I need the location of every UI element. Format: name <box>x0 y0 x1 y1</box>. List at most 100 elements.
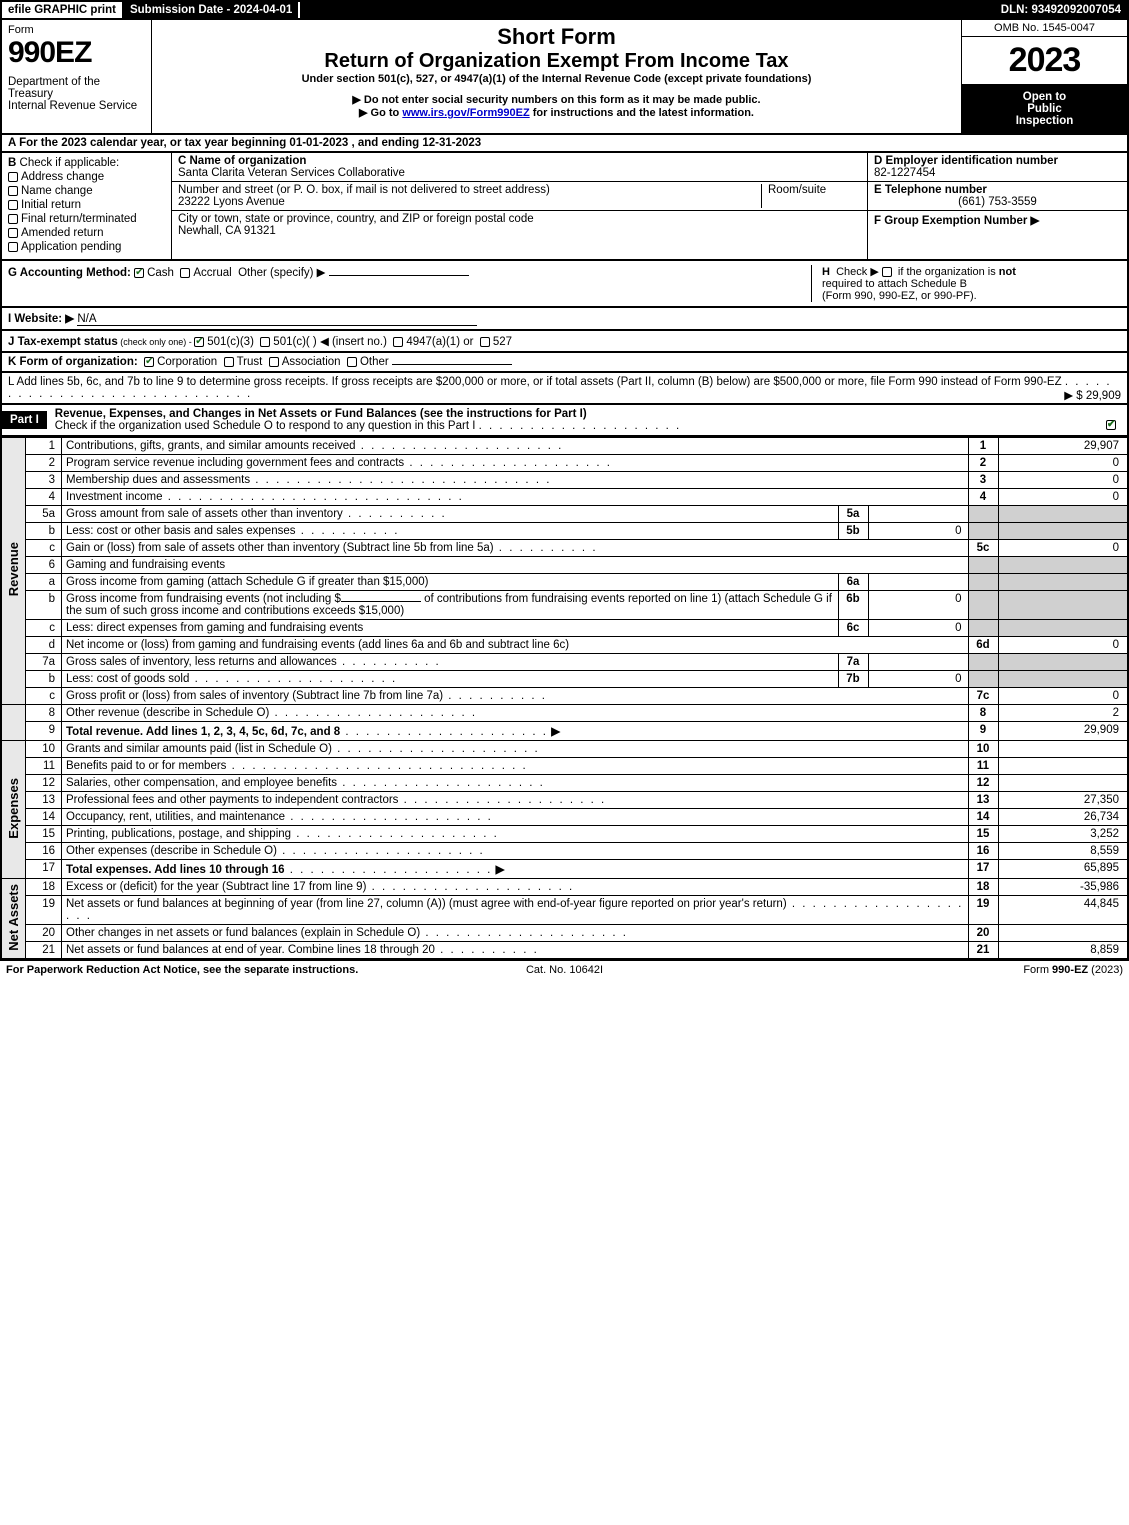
ln-2: 2 <box>968 455 998 472</box>
ln-10: 10 <box>968 741 998 758</box>
chk-527[interactable] <box>480 337 490 347</box>
line-g-h: G Accounting Method: Cash Accrual Other … <box>0 261 1129 308</box>
row-17: 17 Total expenses. Add lines 10 through 1… <box>1 860 1128 879</box>
ln-17: 17 <box>968 860 998 879</box>
box-c: C Name of organization Santa Clarita Vet… <box>172 153 867 259</box>
j-sub: (check only one) - <box>118 337 195 347</box>
row-5a: 5aGross amount from sale of assets other… <box>1 506 1128 523</box>
street-value: 23222 Lyons Avenue <box>178 196 761 208</box>
lbl-initial: Initial return <box>21 199 81 211</box>
chk-final[interactable] <box>8 214 18 224</box>
t-6b1: Gross income from fundraising events (no… <box>66 593 341 605</box>
footer-right-pre: Form <box>1023 964 1052 976</box>
chk-h[interactable] <box>882 267 892 277</box>
6b-blank <box>341 601 421 602</box>
chk-accrual[interactable] <box>180 268 190 278</box>
org-name: Santa Clarita Veteran Services Collabora… <box>178 167 861 179</box>
open-line3: Inspection <box>966 115 1123 127</box>
row-7c: cGross profit or (loss) from sales of in… <box>1 688 1128 705</box>
part-i-header: Part I Revenue, Expenses, and Changes in… <box>0 405 1129 437</box>
n-11: 11 <box>26 758 62 775</box>
amt-21: 8,859 <box>998 942 1128 960</box>
efile-label: efile GRAPHIC print <box>2 2 124 18</box>
lbl-4947: 4947(a)(1) or <box>406 336 473 348</box>
chk-501c3[interactable] <box>194 337 204 347</box>
sub-7b: 7b <box>838 671 868 688</box>
lbl-501c: 501(c)( ) ◀ (insert no.) <box>273 336 387 348</box>
row-20: 20Other changes in net assets or fund ba… <box>1 925 1128 942</box>
row-6d: dNet income or (loss) from gaming and fu… <box>1 637 1128 654</box>
chk-501c[interactable] <box>260 337 270 347</box>
row-6a: aGross income from gaming (attach Schedu… <box>1 574 1128 591</box>
n-7c: c <box>26 688 62 705</box>
chk-4947[interactable] <box>393 337 403 347</box>
chk-corp[interactable] <box>144 357 154 367</box>
amt-10 <box>998 741 1128 758</box>
t-9: Total revenue. Add lines 1, 2, 3, 4, 5c,… <box>66 726 340 738</box>
tax-year: 2023 <box>962 37 1127 85</box>
part-i-dots <box>479 420 682 432</box>
n-16: 16 <box>26 843 62 860</box>
other-org-blank <box>392 364 512 365</box>
amt-20 <box>998 925 1128 942</box>
ln-16: 16 <box>968 843 998 860</box>
e-label: E Telephone number <box>874 184 987 196</box>
t-5b: Less: cost or other basis and sales expe… <box>66 525 296 537</box>
lbl-527: 527 <box>493 336 512 348</box>
row-6c: cLess: direct expenses from gaming and f… <box>1 620 1128 637</box>
h-text3: required to attach Schedule B <box>822 278 967 290</box>
line-j: J Tax-exempt status (check only one) - 5… <box>0 331 1129 353</box>
n-12: 12 <box>26 775 62 792</box>
n-7b: b <box>26 671 62 688</box>
footer-left: For Paperwork Reduction Act Notice, see … <box>6 964 358 976</box>
lbl-assoc: Association <box>282 356 341 368</box>
amt-15: 3,252 <box>998 826 1128 843</box>
chk-other-org[interactable] <box>347 357 357 367</box>
ssn-warning: ▶ Do not enter social security numbers o… <box>158 93 955 106</box>
n-14: 14 <box>26 809 62 826</box>
g-label: G Accounting Method: <box>8 267 131 279</box>
chk-name[interactable] <box>8 186 18 196</box>
chk-pending[interactable] <box>8 242 18 252</box>
sub-5a: 5a <box>838 506 868 523</box>
lbl-other-method: Other (specify) ▶ <box>238 267 325 279</box>
amt-18: -35,986 <box>998 879 1128 896</box>
chk-initial[interactable] <box>8 200 18 210</box>
amt-16: 8,559 <box>998 843 1128 860</box>
chk-assoc[interactable] <box>269 357 279 367</box>
goto-pre: ▶ Go to <box>359 107 402 119</box>
ein-value: 82-1227454 <box>874 167 1121 179</box>
chk-trust[interactable] <box>224 357 234 367</box>
lbl-501c3: 501(c)(3) <box>207 336 254 348</box>
sub-6b: 6b <box>838 591 868 620</box>
open-line1: Open to <box>966 91 1123 103</box>
irs-label: Internal Revenue Service <box>8 100 145 112</box>
open-to-public: Open to Public Inspection <box>962 85 1127 133</box>
lbl-corp: Corporation <box>157 356 217 368</box>
open-line2: Public <box>966 103 1123 115</box>
row-6b: bGross income from fundraising events (n… <box>1 591 1128 620</box>
n-6: 6 <box>26 557 62 574</box>
row-18: Net Assets18Excess or (deficit) for the … <box>1 879 1128 896</box>
t-16: Other expenses (describe in Schedule O) <box>66 845 277 857</box>
amt-19: 44,845 <box>998 896 1128 925</box>
chk-cash[interactable] <box>134 268 144 278</box>
t-6: Gaming and fundraising events <box>62 557 969 574</box>
amt-1: 29,907 <box>998 438 1128 455</box>
ln-3: 3 <box>968 472 998 489</box>
chk-address[interactable] <box>8 172 18 182</box>
chk-amended[interactable] <box>8 228 18 238</box>
samt-7a <box>868 654 968 671</box>
irs-link[interactable]: www.irs.gov/Form990EZ <box>402 107 529 119</box>
box-b: B Check if applicable: Address change Na… <box>2 153 172 259</box>
form-word: Form <box>8 24 145 36</box>
amt-5c: 0 <box>998 540 1128 557</box>
ln-19: 19 <box>968 896 998 925</box>
n-19: 19 <box>26 896 62 925</box>
t-17: Total expenses. Add lines 10 through 16 <box>66 864 285 876</box>
amt-9: 29,909 <box>998 722 1128 741</box>
sub-6a: 6a <box>838 574 868 591</box>
chk-schedule-o[interactable] <box>1106 420 1116 430</box>
amt-11 <box>998 758 1128 775</box>
form-number: 990EZ <box>8 36 145 70</box>
